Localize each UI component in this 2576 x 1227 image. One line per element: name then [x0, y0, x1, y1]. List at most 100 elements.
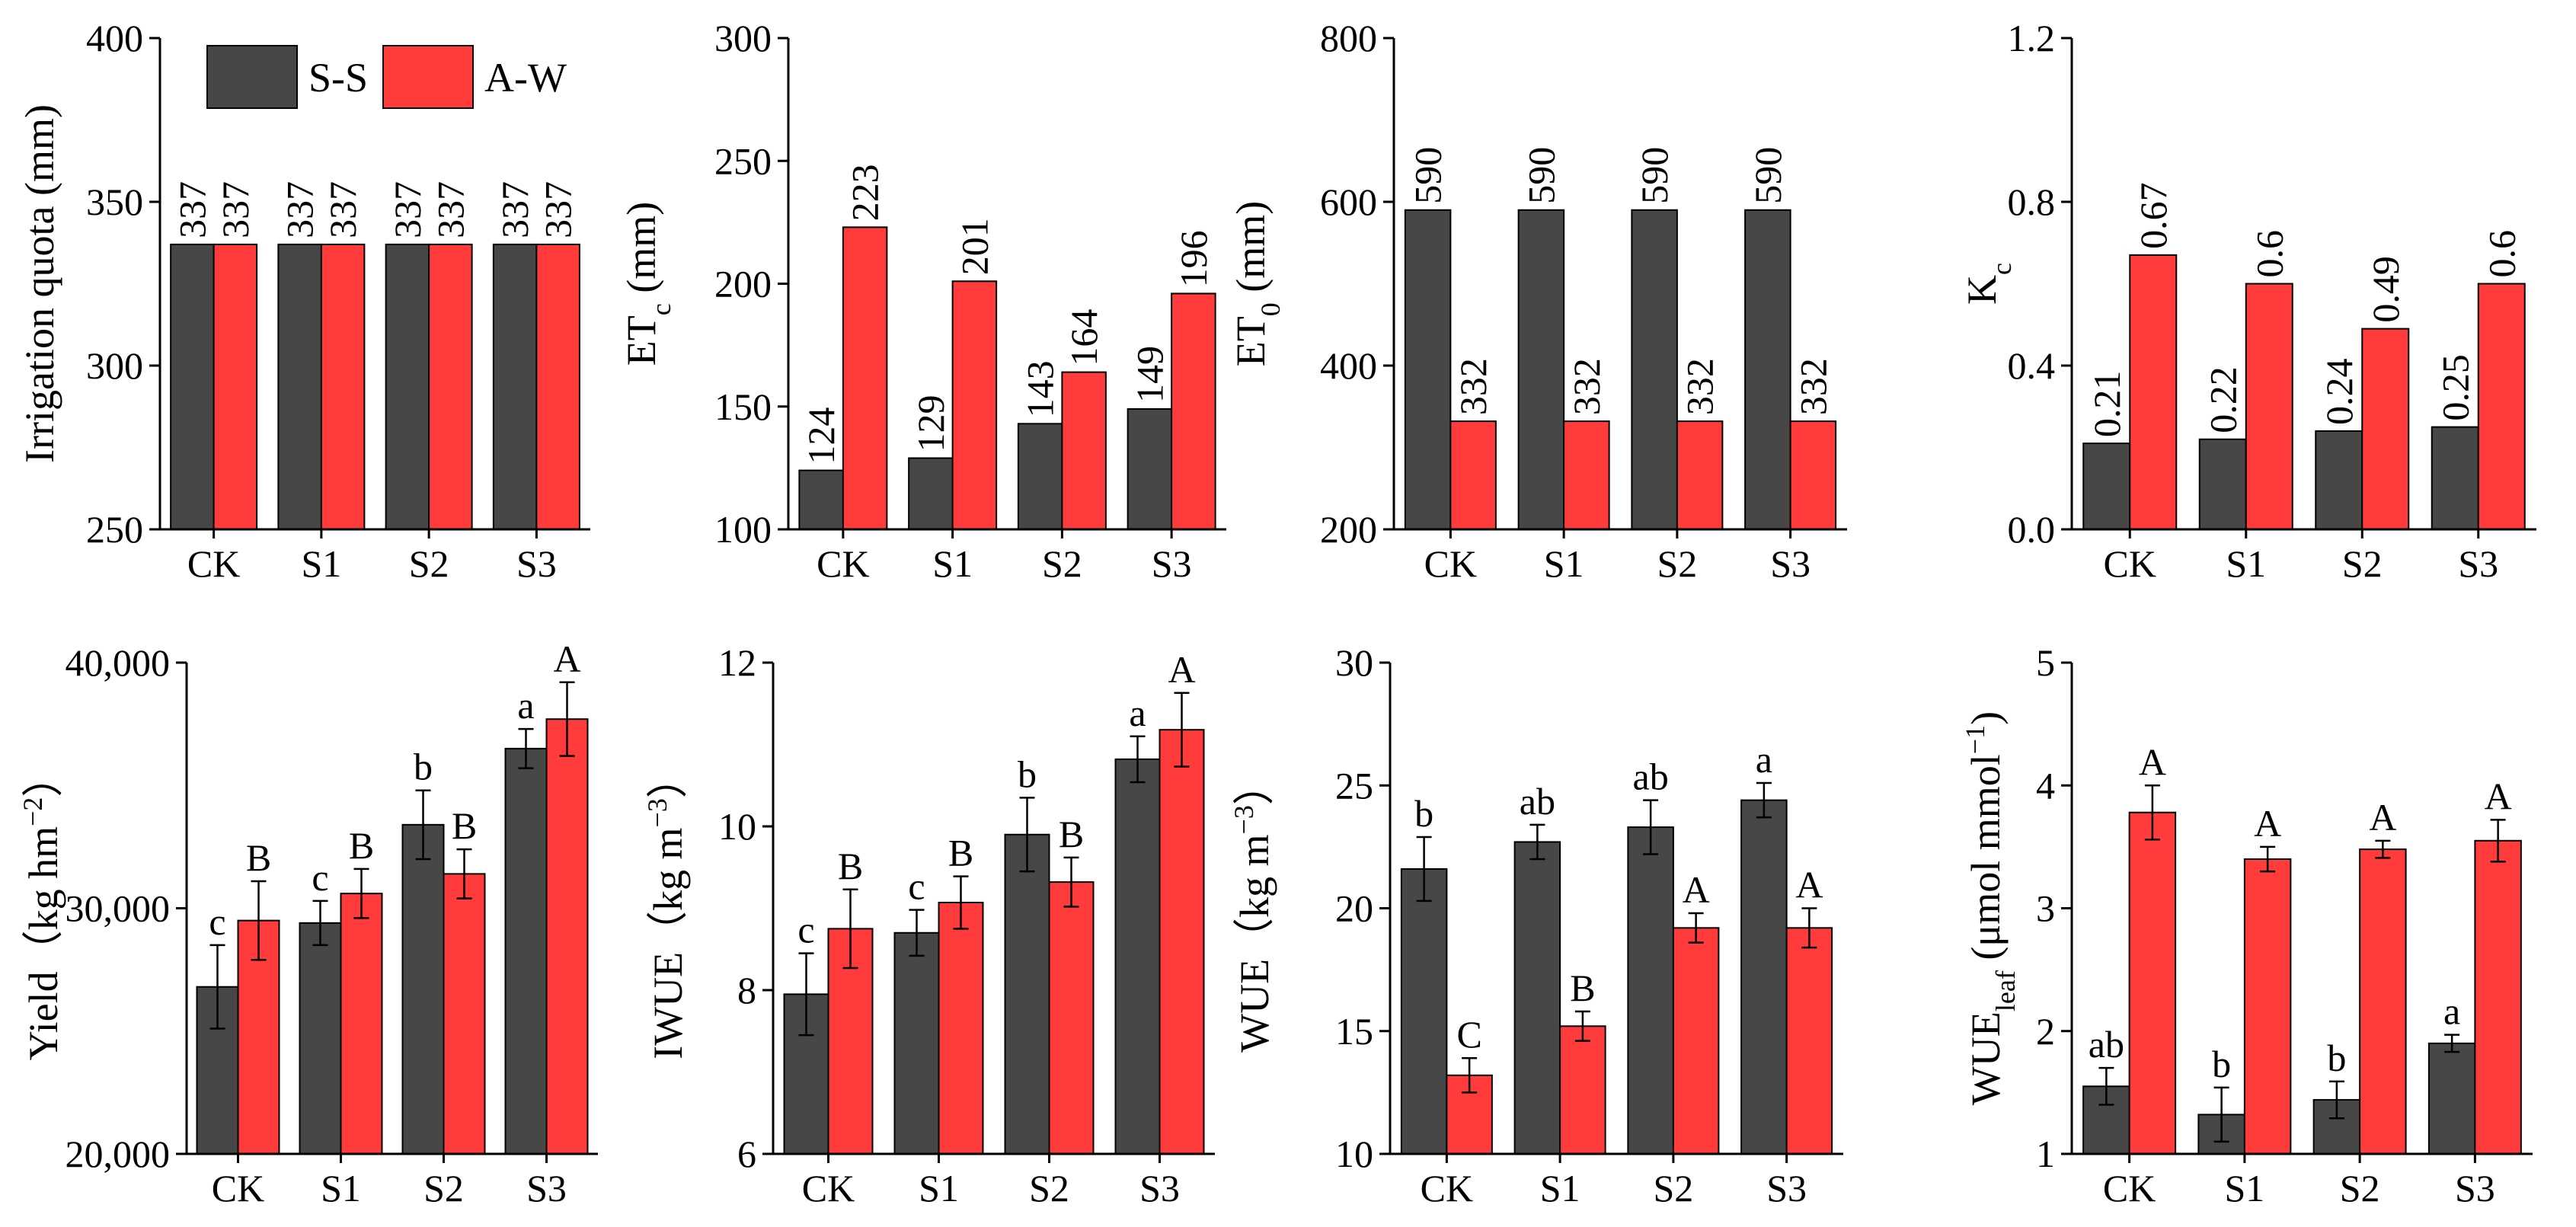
value-label: 337 [214, 181, 257, 238]
legend: S-S A-W [206, 45, 567, 109]
y-tick-label: 30,000 [66, 887, 171, 930]
bar-aw-s1 [1559, 1025, 1606, 1155]
x-tick-label: CK [187, 542, 240, 585]
y-tick-label: 800 [1320, 17, 1377, 59]
y-tick-label: 15 [1335, 1010, 1373, 1053]
bar-ss-s3 [504, 747, 548, 1155]
value-label: 590 [1633, 147, 1676, 204]
x-tick-label: S1 [1544, 542, 1584, 585]
y-tick-label: 100 [714, 508, 772, 551]
value-label: 223 [844, 164, 887, 221]
y-axis-label: ETc (mm) [618, 202, 676, 366]
x-tick-label: S1 [301, 542, 341, 585]
y-axis-label: Yield（kg hm−2） [18, 756, 66, 1061]
significance-label: B [1059, 813, 1084, 855]
significance-label: b [1018, 752, 1037, 795]
bar-ss-s2 [1017, 423, 1063, 531]
y-axis-label: Irrigation quota (mm) [17, 104, 62, 463]
value-label: 590 [1407, 147, 1449, 204]
bar-aw-ck [213, 243, 258, 530]
significance-label: a [2443, 990, 2460, 1033]
x-tick-label: S2 [1042, 542, 1082, 585]
legend-label-aw: A-W [484, 55, 567, 101]
bar-aw-s1 [2243, 858, 2292, 1155]
bar-ss-s3 [1740, 799, 1788, 1155]
x-tick-label: S2 [2340, 1167, 2380, 1209]
x-tick-label: S3 [516, 542, 557, 585]
x-tick-label: S1 [2226, 542, 2266, 585]
x-tick-label: S2 [1029, 1167, 1069, 1209]
legend-swatch-aw [382, 45, 474, 109]
y-tick-label: 250 [714, 139, 772, 182]
significance-label: ab [1520, 780, 1555, 823]
significance-label: A [1168, 648, 1195, 691]
y-tick-label: 300 [86, 344, 143, 387]
significance-label: a [517, 684, 534, 727]
x-tick-label: S1 [919, 1167, 959, 1209]
y-tick-label: 400 [1320, 344, 1377, 387]
value-label: 332 [1452, 358, 1494, 415]
value-label: 337 [321, 181, 364, 238]
y-tick-label: 25 [1335, 764, 1373, 807]
y-tick-label: 8 [737, 969, 756, 1011]
bar-ss-s2 [2315, 430, 2363, 530]
x-tick-label: S3 [1152, 542, 1192, 585]
bar-aw-s1 [2245, 283, 2293, 530]
significance-label: c [797, 909, 814, 951]
significance-label: b [2327, 1037, 2346, 1079]
significance-label: c [209, 900, 225, 943]
bar-ss-ck [1400, 868, 1448, 1155]
x-tick-label: CK [2103, 1167, 2156, 1209]
bar-aw-s3 [1789, 420, 1837, 530]
bar-ss-s2 [1004, 833, 1050, 1155]
significance-label: a [1129, 692, 1146, 734]
bar-ss-s3 [1114, 758, 1161, 1155]
value-label: 0.6 [2480, 230, 2523, 278]
bar-ss-ck [170, 243, 215, 530]
x-tick-label: S3 [526, 1167, 567, 1209]
value-label: 332 [1791, 358, 1834, 415]
significance-label: A [553, 637, 580, 680]
significance-label: B [838, 845, 863, 887]
y-tick-label: 400 [86, 17, 143, 59]
bar-aw-s3 [1171, 292, 1216, 530]
bar-ss-s2 [385, 243, 430, 530]
bar-ss-s1 [299, 922, 342, 1155]
value-label: 0.21 [2085, 371, 2128, 438]
x-tick-label: S3 [2458, 542, 2498, 585]
legend-swatch-ss [206, 45, 298, 109]
significance-label: A [2139, 740, 2166, 783]
bar-ss-s3 [2431, 426, 2479, 530]
significance-label: b [2212, 1043, 2231, 1085]
x-tick-label: CK [1424, 542, 1477, 585]
value-label: 337 [429, 181, 471, 238]
y-tick-label: 600 [1320, 181, 1377, 223]
y-tick-label: 10 [718, 805, 756, 848]
y-tick-label: 200 [1320, 508, 1377, 551]
y-tick-label: 20,000 [66, 1133, 171, 1175]
x-tick-label: S3 [1770, 542, 1811, 585]
bar-aw-s2 [428, 243, 473, 530]
bar-aw-s3 [2474, 839, 2522, 1155]
bar-ss-s1 [908, 457, 954, 530]
bar-aw-s3 [2477, 283, 2526, 530]
significance-label: ab [1633, 756, 1669, 798]
bar-aw-s2 [443, 873, 486, 1155]
y-tick-label: 200 [714, 263, 772, 305]
significance-label: A [1683, 868, 1710, 911]
bar-aw-s2 [1672, 927, 1720, 1155]
y-tick-label: 1.2 [2008, 17, 2056, 59]
bar-aw-s3 [535, 243, 580, 530]
bar-aw-s2 [2361, 328, 2410, 530]
bar-ss-s1 [893, 931, 940, 1155]
bar-ss-s3 [1127, 407, 1173, 530]
bar-ss-s3 [492, 243, 538, 530]
y-tick-label: 30 [1335, 641, 1373, 684]
value-label: 337 [494, 181, 536, 238]
panel-wue: b C CK ab B S1 ab A S2 a A S3 10 15 20 25 30 WUE（kg m−3） [1229, 641, 1843, 1209]
panel-yield: cBCKcBS1bBS2aAS320,00030,00040,000Yield（… [18, 637, 598, 1209]
y-tick-label: 350 [86, 181, 143, 223]
